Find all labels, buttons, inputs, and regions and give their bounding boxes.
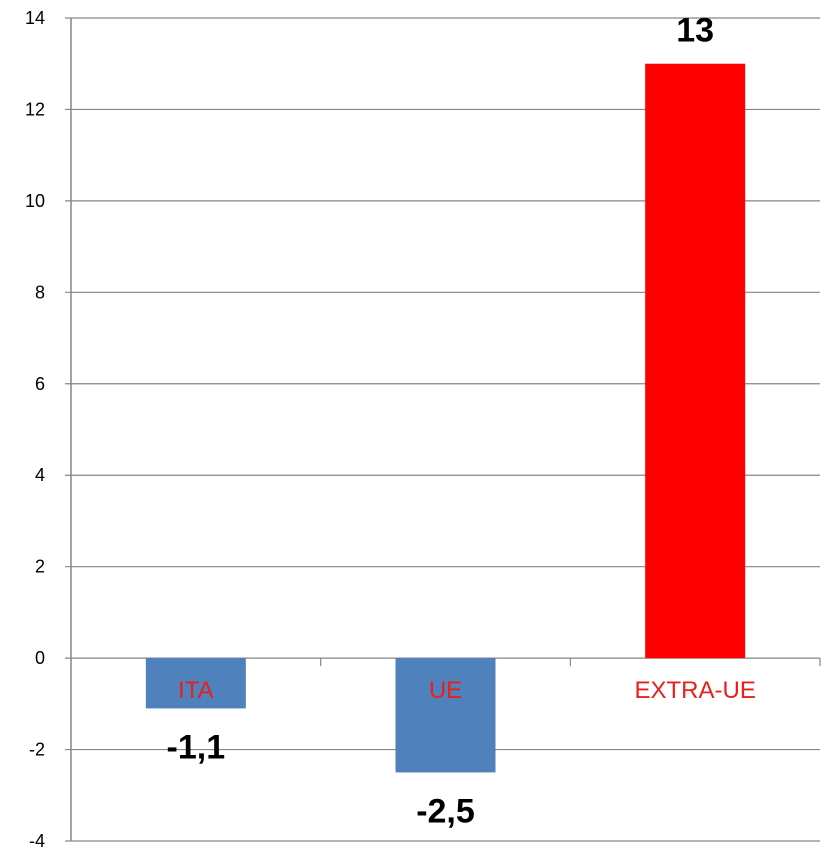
y-tick-label: -4 — [29, 831, 45, 849]
category-label: ITA — [178, 677, 214, 704]
y-tick-label: 2 — [35, 557, 45, 577]
category-label: EXTRA-UE — [634, 677, 755, 704]
y-tick-label: 6 — [35, 374, 45, 394]
bars — [145, 63, 746, 773]
bar — [395, 658, 496, 773]
y-tick-label: 8 — [35, 282, 45, 302]
y-tick-label: 12 — [25, 99, 45, 119]
x-axis — [320, 658, 821, 667]
bar — [145, 658, 246, 709]
data-label: -2,5 — [416, 792, 475, 830]
y-tick-label: -2 — [29, 740, 45, 760]
category-label: UE — [429, 677, 462, 704]
y-tick-label: 10 — [25, 191, 45, 211]
data-label: -1,1 — [167, 728, 226, 766]
y-tick-label: 14 — [25, 8, 45, 28]
y-tick-label: 4 — [35, 465, 45, 485]
data-label: 13 — [676, 12, 714, 50]
bar — [645, 63, 746, 659]
data-labels: -1,1 -2,5 13 — [167, 12, 715, 831]
category-labels: ITA UE EXTRA-UE — [178, 677, 756, 704]
y-tick-label: 0 — [35, 648, 45, 668]
y-axis-ticks: -4 -2 0 2 4 6 8 10 12 14 — [25, 8, 45, 849]
